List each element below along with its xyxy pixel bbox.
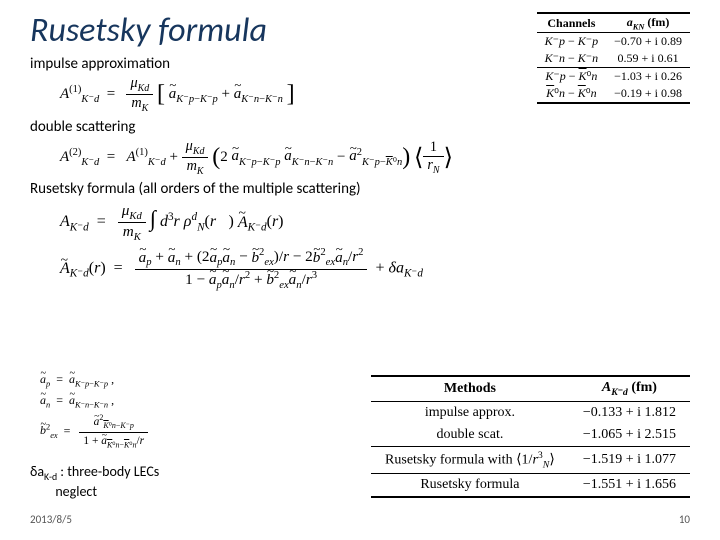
ch-r0-c0: K⁻p − K⁻p	[537, 33, 607, 51]
ch-r3-c1: −0.19 + i 0.98	[606, 85, 690, 103]
ch-r3-c0: K⁰n − K⁰n	[537, 85, 607, 103]
footer-page: 10	[679, 513, 690, 526]
delta-sub: K-d	[44, 471, 57, 483]
ch-r1-c0: K⁻n − K⁻n	[537, 50, 607, 68]
definitions-block: ap = aK⁻p−K⁻p , an = aK⁻n−K⁻n , b2ex = a…	[40, 370, 148, 451]
ch-r0-c1: −0.70 + i 0.89	[606, 33, 690, 51]
section-double: double scattering	[30, 118, 690, 136]
ch-r2-c1: −1.03 + i 0.26	[606, 68, 690, 86]
methods-table: MethodsAK⁻d (fm) impulse approx.−0.133 +…	[371, 375, 690, 498]
mt-r1-c0: double scat.	[371, 424, 569, 447]
delta-note: δaK-d : three-body LECs neglect	[30, 463, 159, 500]
ch-r2-c0: K⁻p − K⁰n	[537, 68, 607, 86]
mt-r3-c1: −1.551 + i 1.656	[569, 474, 690, 498]
mt-hdr-akd: AK⁻d (fm)	[569, 376, 690, 401]
ch-hdr-akn: aKN (fm)	[606, 13, 690, 33]
def-an: an = aK⁻n−K⁻n ,	[40, 391, 148, 412]
equation-full-Atilde: AK⁻d(r) = ap + an + (2apan − b2ex)/r − 2…	[60, 247, 690, 290]
mt-r2-c0: Rusetsky formula with ⟨1/r3N⟩	[371, 446, 569, 473]
slide: Rusetsky formula ChannelsaKN (fm) K⁻p − …	[0, 0, 720, 540]
delta-rest: : three-body LECs	[57, 463, 159, 480]
ch-r1-c1: 0.59 + i 0.61	[606, 50, 690, 68]
mt-r1-c1: −1.065 + i 2.515	[569, 424, 690, 447]
mt-r3-c0: Rusetsky formula	[371, 474, 569, 498]
delta-line2: neglect	[55, 483, 97, 500]
def-ap: ap = aK⁻p−K⁻p ,	[40, 370, 148, 391]
mt-r0-c0: impulse approx.	[371, 401, 569, 424]
channels-table: ChannelsaKN (fm) K⁻p − K⁻p−0.70 + i 0.89…	[537, 12, 690, 104]
equation-full-A: AK⁻d = μKdmK ∫ d3r ρdN(r⃗) AK⁻d(r)	[60, 202, 690, 243]
def-bex: b2ex = a2K⁰n−K⁻p 1 + aK⁰n−K⁰n/r	[40, 412, 148, 451]
mt-r2-c1: −1.519 + i 1.077	[569, 446, 690, 473]
section-full: Rusetsky formula (all orders of the mult…	[30, 180, 690, 198]
mt-hdr-methods: Methods	[371, 376, 569, 401]
footer-date: 2013/8/5	[30, 513, 72, 526]
equation-double: A(2)K⁻d = A(1)K⁻d + μKdmK (2 aK⁻p−K⁻p aK…	[60, 138, 690, 177]
delta-prefix: δa	[30, 463, 44, 480]
mt-r0-c1: −0.133 + i 1.812	[569, 401, 690, 424]
ch-hdr-channels: Channels	[537, 13, 607, 33]
